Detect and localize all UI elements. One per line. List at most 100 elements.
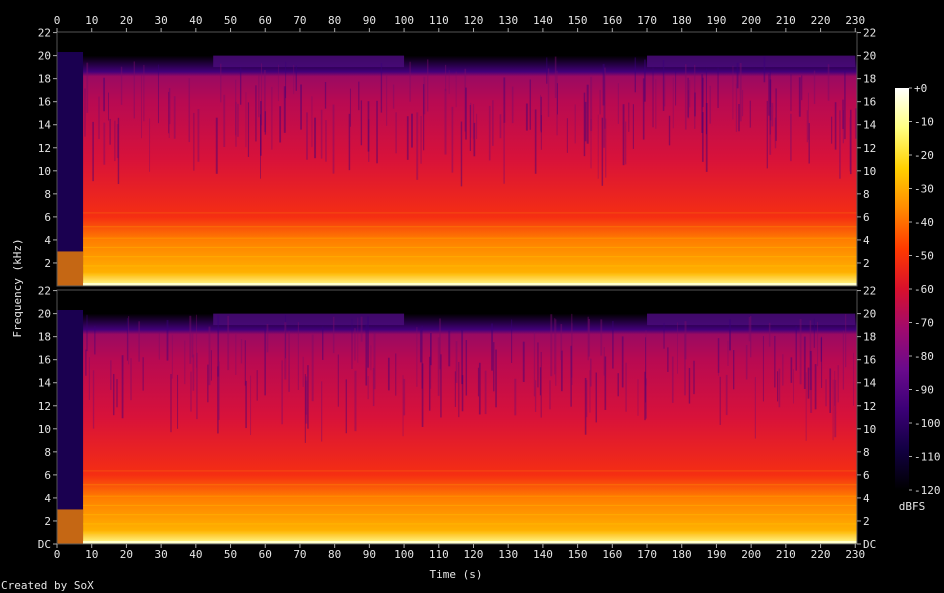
texture-streak [409,61,411,102]
y-tick-label: 22 [863,285,876,298]
x-tick-label: 90 [363,14,376,27]
texture-streak [533,331,536,397]
texture-streak [597,114,599,179]
channel-1-spectrogram [56,31,858,287]
texture-streak [717,339,719,376]
texture-streak [240,339,243,364]
x-tick-label: 20 [120,548,133,561]
texture-streak [570,345,572,407]
x-tick-label: 160 [602,548,622,561]
time-axis-title: Time (s) [430,568,483,581]
texture-streak [663,74,666,107]
texture-streak [461,375,464,412]
texture-streak [285,61,287,99]
texture-streak [103,77,106,112]
colorbar-tick-label: -30 [914,183,934,196]
x-tick-label: 150 [568,548,588,561]
texture-streak [210,350,212,381]
texture-streak [702,77,704,108]
texture-streak [803,336,806,390]
texture-streak [141,74,142,139]
texture-streak [842,99,844,129]
texture-streak [694,92,696,117]
credit-text: Created by SoX [1,579,94,592]
texture-streak [775,88,777,141]
texture-streak [622,104,625,166]
colorbar-tick-label: -20 [914,149,934,162]
plot-frame [56,289,858,545]
texture-streak [264,111,267,135]
texture-streak [386,75,388,126]
texture-streak [560,350,563,392]
x-tick-label: 180 [672,14,692,27]
texture-streak [258,74,260,118]
texture-streak [603,346,605,376]
texture-streak [586,84,589,144]
texture-streak [173,96,176,139]
x-tick-label: 120 [464,14,484,27]
harmonic-band [83,484,857,486]
colorbar-ticks: +0 -10 -20 -30 -40 -50 -60 -70 -80 -90 -100 -110 -12… [909,82,941,497]
harmonic-band [83,265,857,267]
texture-streak [566,118,568,153]
colorbar-tick-label: -90 [914,384,934,397]
texture-streak [738,104,740,132]
y-tick-label: 8 [44,188,51,201]
texture-streak [478,362,481,415]
y-tick-label: 16 [863,96,876,109]
texture-streak [777,371,779,402]
colorbar-tick-label: -50 [914,250,934,263]
texture-streak [477,367,479,397]
texture-streak [719,376,721,425]
texture-streak [736,62,739,89]
intro-low-band [57,509,84,544]
texture-streak [684,321,687,360]
texture-streak [266,323,269,353]
texture-streak [628,102,630,132]
texture-streak [133,61,135,119]
texture-streak [235,334,237,375]
x-tick-label: 80 [328,14,341,27]
texture-streak [448,330,451,367]
texture-streak [754,377,756,439]
bottom-time-axis: 0 10 20 30 40 50 60 70 80 90 100 110 120 130 140 150 160… [54,544,865,561]
texture-streak [488,105,491,161]
x-tick-label: 40 [189,548,202,561]
intro-region [57,310,84,544]
texture-streak [805,372,807,441]
texture-streak [693,360,695,395]
colorbar-tick-label: -10 [914,116,934,129]
texture-streak [380,63,383,113]
texture-streak [358,81,360,111]
texture-streak [555,319,557,386]
x-tick-label: 70 [293,548,306,561]
y-tick-label: 6 [863,211,870,224]
texture-streak [196,352,198,420]
texture-streak [460,121,463,187]
texture-streak [311,96,313,148]
texture-streak [190,371,192,412]
texture-streak [827,64,830,101]
texture-streak [684,64,687,130]
texture-streak [705,68,708,135]
texture-streak [599,89,601,115]
harmonic-band [83,495,857,497]
texture-streak [774,117,777,149]
texture-streak [360,316,363,342]
texture-streak [549,380,551,410]
intro-low-band [57,251,84,286]
colorbar-tick-label: -70 [914,317,934,330]
x-tick-label: 220 [811,14,831,27]
texture-streak [546,57,548,84]
texture-streak [98,96,100,140]
y-tick-label: 12 [38,400,51,413]
texture-streak [590,76,593,132]
texture-streak [625,121,627,165]
texture-streak [208,326,211,386]
texture-streak [799,319,802,385]
texture-streak [825,379,827,407]
texture-streak [782,354,784,386]
texture-streak [790,74,792,112]
texture-streak [540,94,541,131]
texture-streak [92,121,94,182]
